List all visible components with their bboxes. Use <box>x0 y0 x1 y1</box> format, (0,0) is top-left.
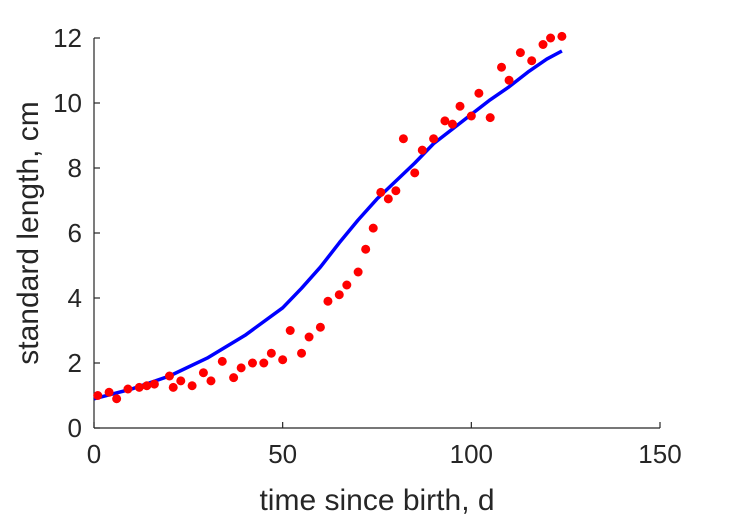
data-point <box>515 48 525 58</box>
data-point <box>342 280 352 290</box>
data-point <box>278 355 288 365</box>
data-point <box>176 376 186 386</box>
y-tick-label: 2 <box>68 348 82 378</box>
data-point <box>504 75 514 85</box>
data-point <box>376 187 386 197</box>
y-tick-label: 4 <box>68 283 82 313</box>
y-axis-ticks: 0 2 4 6 8 10 12 <box>53 23 100 443</box>
data-point <box>398 134 408 144</box>
data-point <box>266 348 276 358</box>
data-point <box>391 186 401 196</box>
data-point <box>447 119 457 129</box>
x-tick-label: 150 <box>638 439 681 469</box>
data-point <box>123 384 133 394</box>
data-point <box>538 40 548 49</box>
data-point <box>304 332 314 342</box>
x-axis-title: time since birth, d <box>259 484 494 517</box>
data-point <box>112 394 122 404</box>
data-point <box>410 168 420 178</box>
data-point <box>187 381 197 391</box>
data-point <box>455 101 465 111</box>
data-point <box>368 223 378 233</box>
data-point <box>334 290 344 300</box>
data-point <box>485 113 495 123</box>
data-point <box>315 322 325 332</box>
data-point <box>247 358 257 368</box>
data-point <box>164 371 174 381</box>
y-axis-title: standard length, cm <box>12 101 45 364</box>
data-point <box>285 326 295 335</box>
x-tick-label: 50 <box>268 439 297 469</box>
data-point <box>497 62 507 72</box>
data-point <box>142 381 152 391</box>
data-point <box>93 391 103 400</box>
data-point <box>168 382 178 392</box>
data-point <box>198 368 208 378</box>
y-tick-label: 0 <box>68 413 82 443</box>
y-tick-label: 10 <box>53 88 82 118</box>
data-point <box>557 31 567 41</box>
data-point <box>297 348 307 358</box>
data-point <box>259 358 269 368</box>
data-point <box>474 88 484 98</box>
data-point <box>217 356 227 366</box>
data-point <box>104 387 114 397</box>
data-point <box>206 376 216 386</box>
data-point <box>546 33 556 43</box>
data-point <box>229 373 239 383</box>
y-tick-label: 6 <box>68 218 82 248</box>
fit-line <box>93 49 563 401</box>
x-tick-label: 100 <box>450 439 493 469</box>
data-point <box>466 111 476 121</box>
data-point <box>236 363 246 373</box>
x-tick-label: 0 <box>87 439 101 469</box>
y-tick-label: 8 <box>68 153 82 183</box>
data-point <box>527 56 537 66</box>
data-point <box>323 296 333 306</box>
data-point <box>440 116 450 126</box>
data-point <box>383 194 393 204</box>
y-tick-label: 12 <box>53 23 82 53</box>
data-point <box>429 134 439 144</box>
x-axis-ticks: 0 50 100 150 <box>87 422 682 469</box>
data-point <box>353 267 363 277</box>
series-layer <box>93 31 567 404</box>
data-point <box>417 145 427 155</box>
data-point <box>361 244 371 254</box>
data-point <box>134 382 144 392</box>
data-point <box>149 379 159 389</box>
